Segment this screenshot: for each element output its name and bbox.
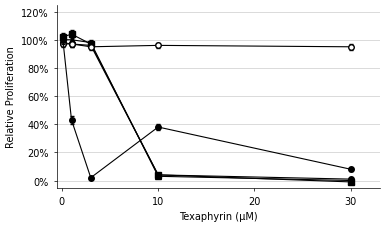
Y-axis label: Relative Proliferation: Relative Proliferation [5, 46, 16, 147]
Legend:  [385, 96, 387, 98]
X-axis label: Texaphyrin (μM): Texaphyrin (μM) [179, 212, 258, 222]
